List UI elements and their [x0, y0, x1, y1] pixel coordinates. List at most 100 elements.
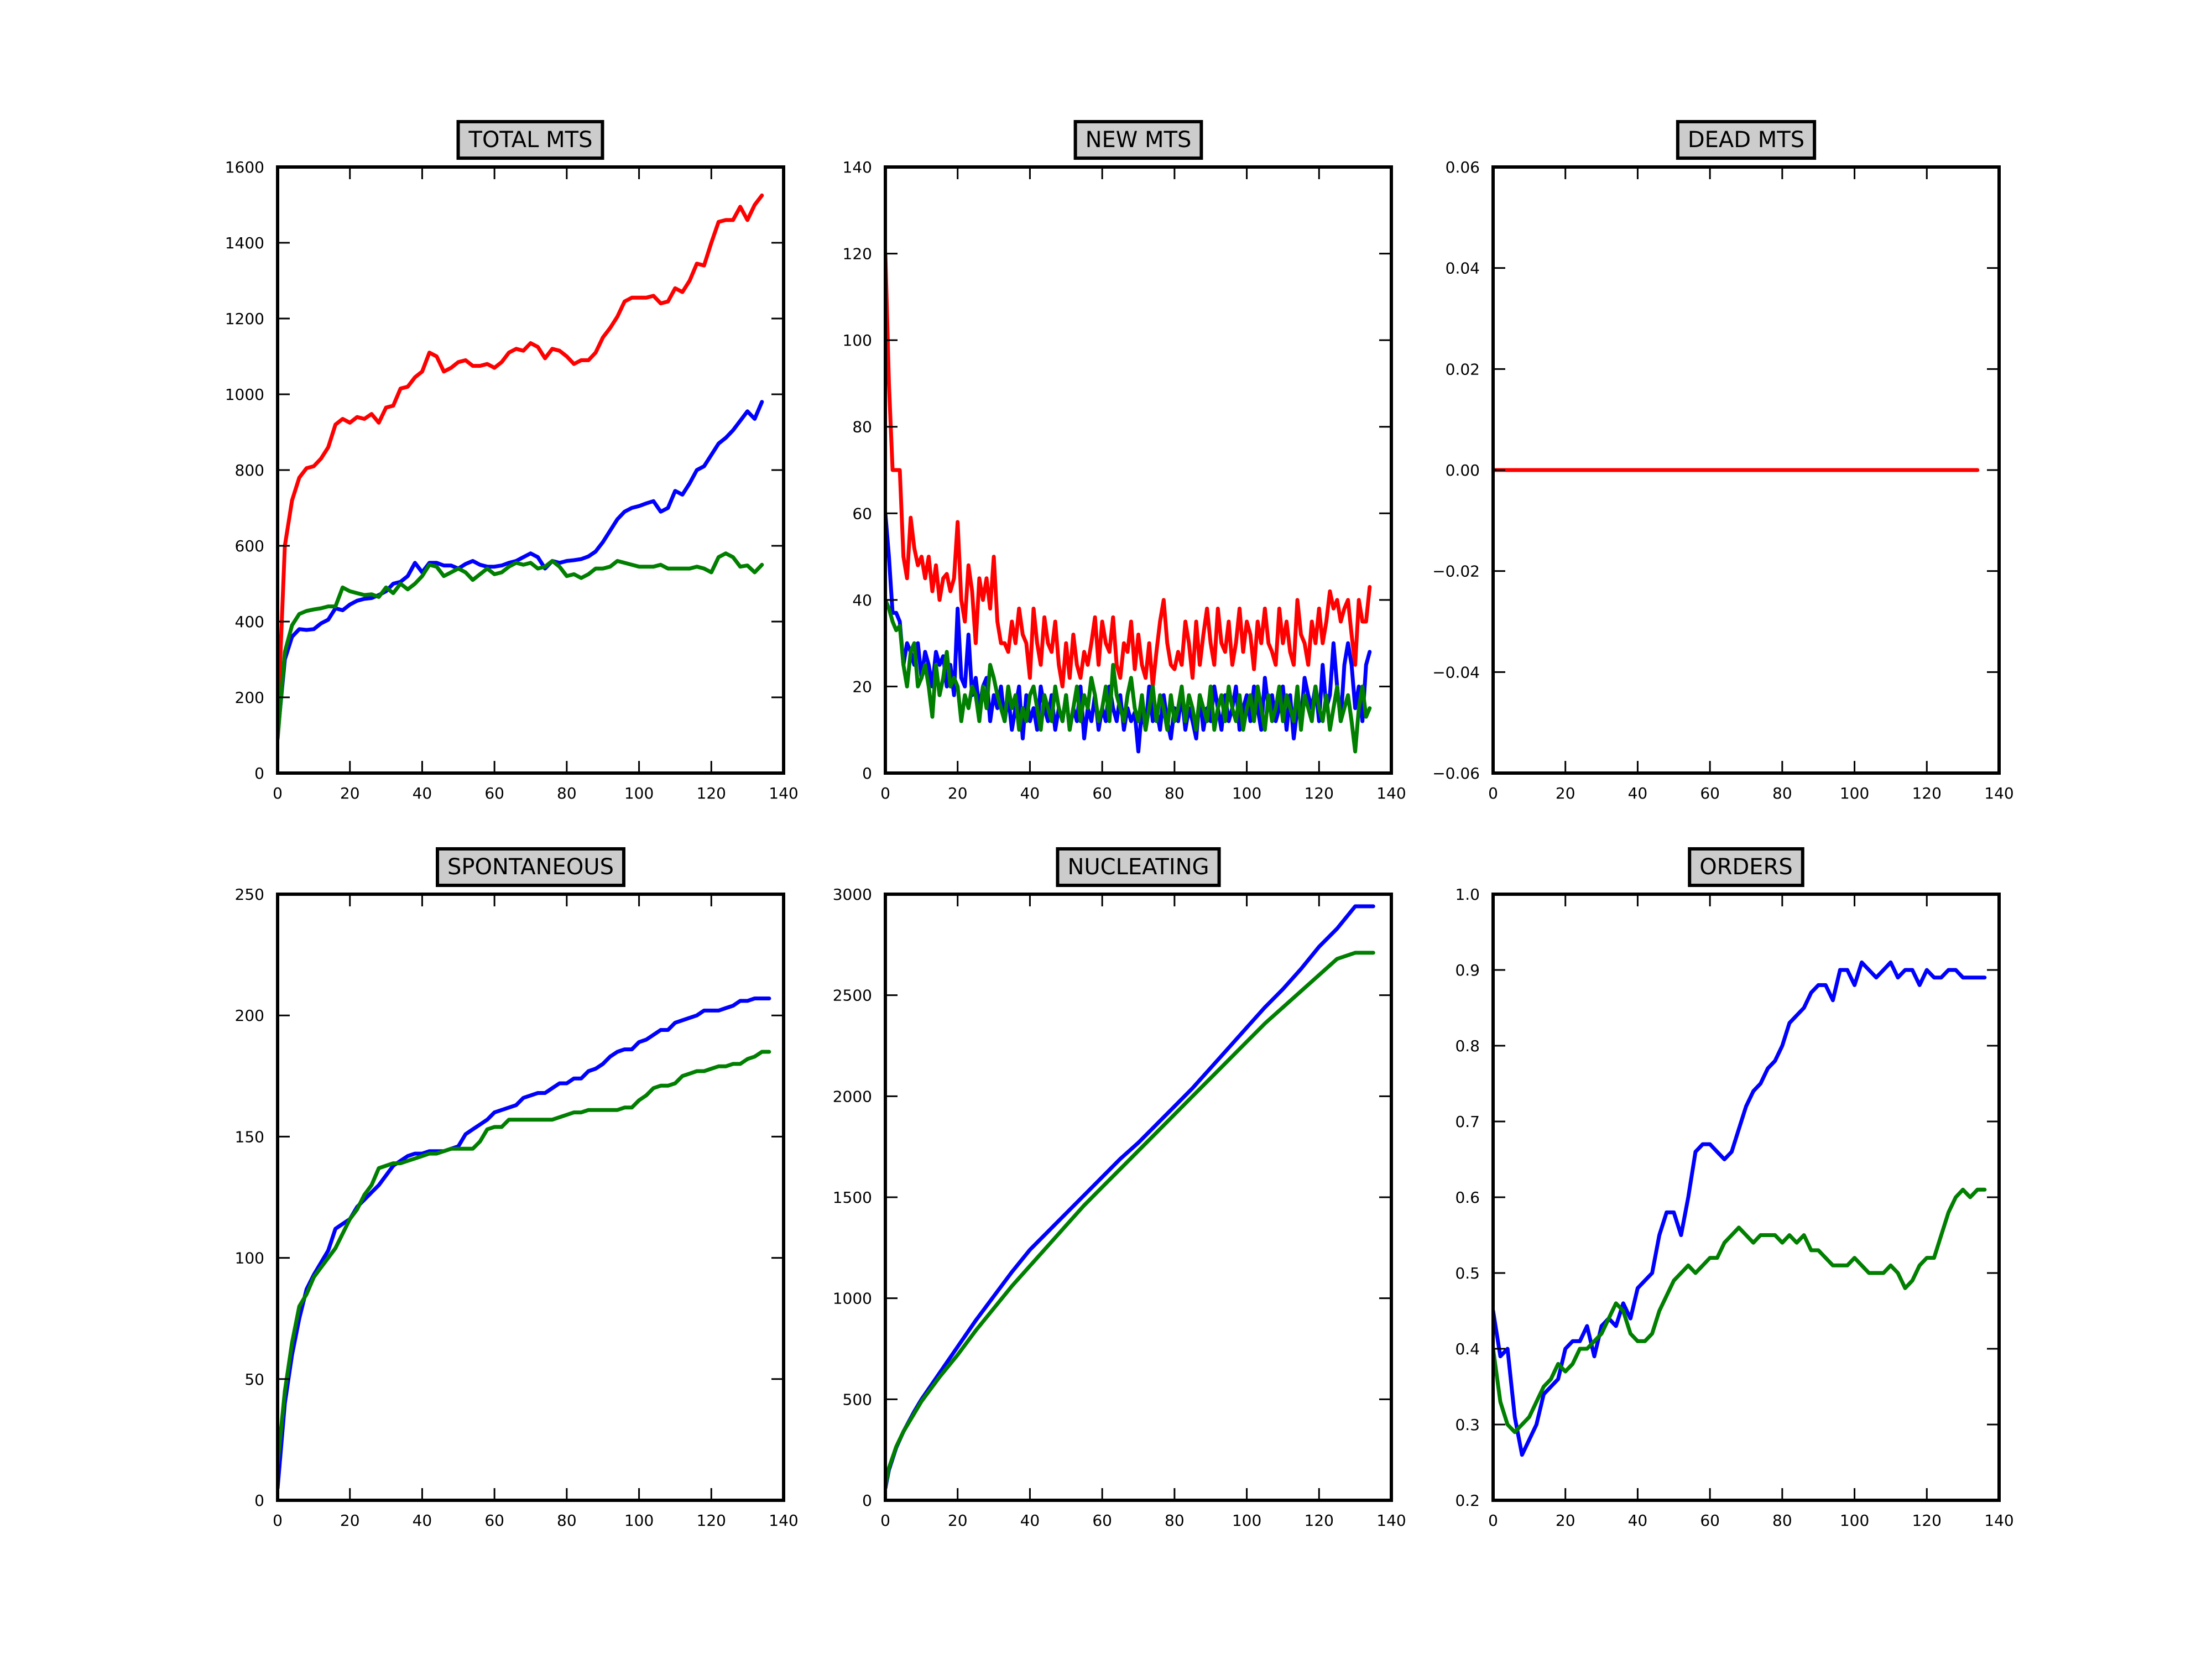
orders-x-tick-label: 60 [1700, 1511, 1720, 1530]
new-mts-y-tick-label: 140 [843, 158, 872, 176]
total-mts-title-text: TOTAL MTS [468, 127, 593, 153]
dead-mts-x-tick-label: 0 [1488, 784, 1498, 802]
new-mts-series-group [885, 252, 1372, 754]
nucleating-y-tick-label: 1000 [833, 1290, 872, 1308]
nucleating-series-group [885, 904, 1375, 1490]
dead-mts-y-tick-label: −0.06 [1432, 764, 1480, 782]
total-mts-y-tick-label: 1200 [225, 310, 264, 328]
new-mts-title-text: NEW MTS [1086, 127, 1192, 153]
new-mts-panel: 0 20 40 60 80 100 120 140 0 20 40 60 80 100 120 140 NEW … [843, 120, 1406, 802]
new-mts-x-tick-label: 140 [1376, 784, 1406, 802]
spontaneous-y-tick-label: 100 [235, 1249, 264, 1267]
nucleating-title: NUCLEATING [1056, 847, 1221, 887]
nucleating-axes-frame [884, 893, 1393, 1502]
nucleating-x-tick-label: 120 [1305, 1511, 1334, 1530]
spontaneous-y-tick-label: 150 [235, 1128, 264, 1146]
total-mts-x-tick-label: 100 [624, 784, 654, 802]
dead-mts-axes-frame [1491, 165, 2001, 775]
spontaneous-x-tick-label: 40 [413, 1511, 432, 1530]
dead-mts-x-tick-label: 60 [1700, 784, 1720, 802]
dead-mts-x-tick-label: 120 [1912, 784, 1942, 802]
total-mts-x-tick-label: 120 [697, 784, 726, 802]
new-mts-x-tick-label: 120 [1305, 784, 1334, 802]
total-mts-y-tick-label: 200 [235, 688, 264, 707]
dead-mts-y-tick-label: 0.04 [1446, 259, 1480, 278]
new-mts-x-tick-label: 100 [1232, 784, 1261, 802]
orders-series-2-line [1493, 1187, 1987, 1434]
new-mts-axes-frame [884, 165, 1393, 775]
new-mts-y-tick-label: 0 [862, 764, 872, 782]
dead-mts-y-tick-label: 0.00 [1446, 461, 1480, 479]
orders-title: ORDERS [1688, 847, 1804, 887]
dead-mts-x-tick-label: 20 [1556, 784, 1575, 802]
nucleating-y-tick-label: 2000 [833, 1087, 872, 1105]
orders-y-tick-label: 0.8 [1455, 1037, 1480, 1055]
nucleating-title-text: NUCLEATING [1067, 854, 1209, 880]
spontaneous-series-2-line [278, 1050, 771, 1466]
spontaneous-x-tick-label: 120 [697, 1511, 726, 1530]
new-mts-x-tick-label: 20 [948, 784, 968, 802]
new-mts-y-tick-label: 40 [852, 591, 872, 609]
nucleating-x-tick-label: 60 [1092, 1511, 1112, 1530]
orders-x-tick-label: 80 [1772, 1511, 1792, 1530]
total-mts-x-tick-label: 40 [413, 784, 432, 802]
spontaneous-y-tick-label: 250 [235, 885, 264, 904]
orders-y-tick-label: 0.6 [1455, 1188, 1480, 1207]
total-mts-y-tick-label: 0 [254, 764, 264, 782]
dead-mts-title-box [1676, 120, 1817, 160]
dead-mts-y-tick-label: 0.02 [1446, 360, 1480, 378]
dead-mts-y-tick-label: −0.04 [1432, 663, 1480, 681]
total-mts-x-tick-label: 140 [769, 784, 798, 802]
nucleating-x-tick-label: 100 [1232, 1511, 1261, 1530]
nucleating-y-tick-label: 3000 [833, 885, 872, 904]
orders-x-tick-label: 100 [1840, 1511, 1869, 1530]
nucleating-x-tick-label: 40 [1020, 1511, 1040, 1530]
spontaneous-title: SPONTANEOUS [436, 847, 625, 887]
new-mts-y-tick-label: 100 [843, 331, 872, 349]
orders-y-tick-label: 1.0 [1455, 885, 1480, 904]
new-mts-series-3-line [885, 598, 1372, 754]
new-mts-title: NEW MTS [1073, 120, 1203, 160]
spontaneous-x-tick-label: 80 [557, 1511, 577, 1530]
total-mts-title-box [456, 120, 604, 160]
dead-mts-y-tick-label: −0.02 [1432, 562, 1480, 581]
total-mts-series-1-line [278, 193, 764, 726]
nucleating-x-tick-label: 80 [1165, 1511, 1185, 1530]
nucleating-y-tick-label: 2500 [833, 987, 872, 1005]
total-mts-y-tick-label: 1600 [225, 158, 264, 176]
dead-mts-x-tick-label: 140 [1984, 784, 2013, 802]
orders-series-group [1493, 960, 1987, 1457]
orders-y-tick-label: 0.3 [1455, 1416, 1480, 1434]
dead-mts-x-tick-label: 80 [1772, 784, 1792, 802]
total-mts-y-tick-label: 800 [235, 461, 264, 479]
orders-x-tick-label: 20 [1556, 1511, 1575, 1530]
spontaneous-x-tick-label: 20 [340, 1511, 360, 1530]
spontaneous-x-tick-label: 100 [624, 1511, 654, 1530]
new-mts-x-tick-label: 60 [1092, 784, 1112, 802]
spontaneous-x-tick-label: 60 [484, 1511, 504, 1530]
nucleating-series-2-line [885, 951, 1375, 1488]
total-mts-y-tick-label: 600 [235, 537, 264, 555]
dead-mts-x-tick-label: 40 [1628, 784, 1648, 802]
new-mts-x-tick-label: 0 [880, 784, 890, 802]
spontaneous-y-tick-label: 50 [244, 1370, 264, 1389]
new-mts-y-tick-label: 20 [852, 677, 872, 696]
total-mts-x-tick-label: 60 [484, 784, 504, 802]
total-mts-title: TOTAL MTS [456, 120, 604, 160]
total-mts-axes-frame [276, 165, 785, 775]
orders-series-1-line [1493, 960, 1987, 1457]
orders-x-tick-label: 40 [1628, 1511, 1648, 1530]
nucleating-y-tick-label: 1500 [833, 1188, 872, 1207]
new-mts-x-tick-label: 80 [1165, 784, 1185, 802]
dead-mts-x-tick-label: 100 [1840, 784, 1869, 802]
new-mts-x-tick-label: 40 [1020, 784, 1040, 802]
orders-title-text: ORDERS [1699, 854, 1793, 880]
spontaneous-title-box [436, 847, 625, 887]
total-mts-x-tick-label: 20 [340, 784, 360, 802]
new-mts-y-tick-label: 120 [843, 245, 872, 263]
spontaneous-y-tick-label: 200 [235, 1006, 264, 1025]
orders-y-tick-label: 0.9 [1455, 961, 1480, 979]
nucleating-y-tick-label: 0 [862, 1491, 872, 1510]
nucleating-x-tick-label: 140 [1376, 1511, 1406, 1530]
